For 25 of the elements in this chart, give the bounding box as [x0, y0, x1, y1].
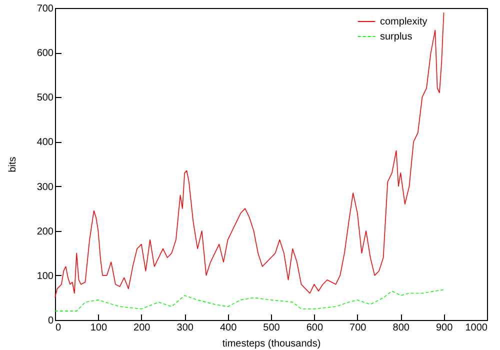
y-tick-label: 700	[36, 4, 54, 14]
x-tick-label: 400	[220, 322, 238, 334]
y-tick-label: 300	[36, 182, 54, 193]
y-tick-label: 0	[48, 316, 54, 326]
line-series	[54, 289, 444, 312]
y-tick-label: 100	[36, 270, 54, 282]
x-tick-label: 700	[350, 322, 367, 334]
x-axis-title: timesteps (thousands)	[222, 338, 321, 350]
y-axis-title: bits	[8, 156, 18, 172]
x-tick-label: 900	[436, 322, 454, 334]
line-series	[54, 12, 444, 298]
x-tick-label: 300	[176, 322, 194, 334]
y-tick-label: 200	[36, 226, 54, 238]
x-tick-label: 100	[90, 322, 108, 334]
x-tick-label: 500	[263, 322, 280, 334]
x-tick-label: 800	[392, 322, 410, 334]
legend-label: complexity	[380, 16, 428, 28]
x-tick-label: 0	[56, 322, 62, 334]
x-tick-label: 200	[134, 322, 151, 334]
x-tick-label: 1000	[465, 322, 488, 334]
x-tick-label: 600	[306, 322, 324, 334]
y-tick-label: 500	[36, 92, 54, 104]
legend-label: surplus	[380, 32, 412, 42]
y-tick-label: 400	[36, 137, 54, 148]
y-tick-label: 600	[36, 48, 54, 60]
